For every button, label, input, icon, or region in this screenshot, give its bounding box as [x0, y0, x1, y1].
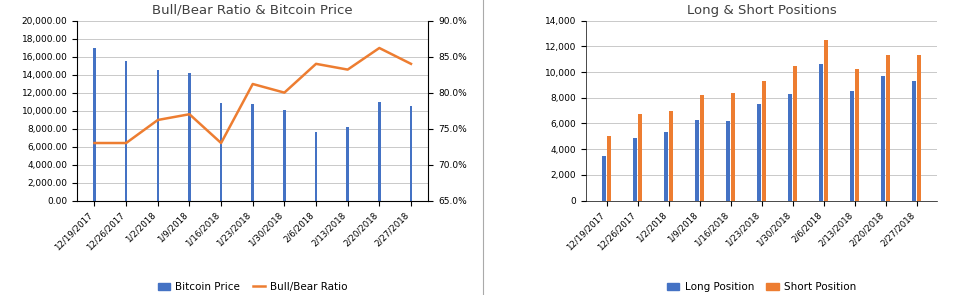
Bar [633, 137, 637, 201]
Bar [664, 132, 668, 201]
Legend: Long Position, Short Position: Long Position, Short Position [663, 278, 861, 295]
Bar [602, 156, 606, 201]
Bar [793, 66, 797, 201]
Bar [125, 61, 128, 201]
Bar [188, 73, 190, 201]
Bar [757, 104, 761, 201]
Bar [762, 81, 766, 201]
Bar [912, 81, 916, 201]
Bar [156, 70, 159, 201]
Bar [347, 127, 349, 201]
Bar [881, 76, 885, 201]
Title: Bull/Bear Ratio & Bitcoin Price: Bull/Bear Ratio & Bitcoin Price [153, 4, 353, 17]
Bar [918, 55, 921, 201]
Bar [855, 70, 859, 201]
Bar [608, 136, 611, 201]
Bar [726, 121, 729, 201]
Bar [731, 93, 735, 201]
Bar [669, 111, 673, 201]
Bar [700, 95, 704, 201]
Legend: Bitcoin Price, Bull/Bear Ratio: Bitcoin Price, Bull/Bear Ratio [154, 278, 352, 295]
Bar [639, 114, 642, 201]
Bar [788, 94, 792, 201]
Bar [283, 110, 286, 201]
Bar [220, 104, 222, 201]
Bar [378, 101, 381, 201]
Title: Long & Short Positions: Long & Short Positions [687, 4, 837, 17]
Bar [819, 64, 823, 201]
Bar [315, 132, 317, 201]
Bar [251, 104, 254, 201]
Bar [94, 47, 96, 201]
Bar [410, 106, 412, 201]
Bar [696, 120, 698, 201]
Bar [850, 91, 854, 201]
Bar [887, 55, 890, 201]
Bar [824, 40, 828, 201]
